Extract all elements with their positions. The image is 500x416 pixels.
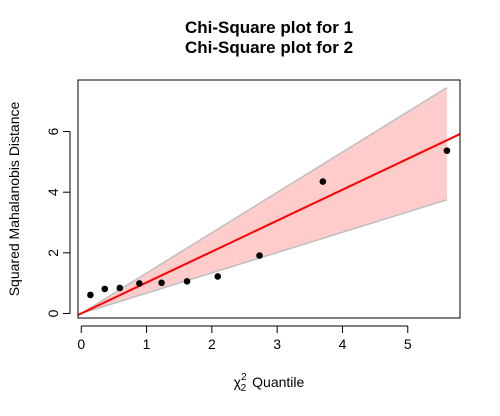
- chart-title-line-1: Chi-Square plot for 1: [185, 18, 353, 37]
- x-tick-label: 2: [208, 336, 216, 352]
- confidence-band-upper-edge: [80, 86, 448, 315]
- data-point: [158, 279, 165, 287]
- data-point: [256, 252, 263, 259]
- x-tick-label: 3: [273, 336, 281, 352]
- plot-frame: [77, 79, 461, 319]
- data-point: [319, 178, 327, 185]
- data-point: [183, 278, 191, 285]
- y-axis: 0 2 4 6: [45, 127, 71, 317]
- x-tick-label: 4: [339, 336, 347, 352]
- x-tick-label: 0: [77, 336, 85, 352]
- y-tick-label: 6: [45, 127, 61, 135]
- x-axis-label: χ2 2 Quantile: [234, 372, 305, 394]
- x-tick-label: 1: [143, 336, 151, 352]
- y-tick-label: 2: [45, 249, 61, 257]
- reference-line: [77, 133, 461, 316]
- x-axis: 0 1 2 3 4 5: [77, 325, 412, 352]
- chart-title-line-2: Chi-Square plot for 2: [185, 38, 353, 57]
- confidence-band-lower-edge: [81, 199, 448, 315]
- data-point: [214, 273, 222, 280]
- x-axis-label-superscript: 2: [241, 372, 247, 383]
- data-point: [101, 285, 109, 293]
- x-axis-label-text: Quantile: [252, 374, 304, 390]
- data-point: [136, 280, 143, 287]
- y-tick-label: 0: [45, 309, 61, 317]
- data-point: [87, 291, 94, 299]
- plot-area: [77, 86, 461, 316]
- data-point: [116, 284, 124, 292]
- y-axis-label: Squared Mahalanobis Distance: [6, 102, 22, 297]
- x-axis-label-subscript: 2: [241, 383, 247, 394]
- data-points: [87, 147, 451, 299]
- data-point: [443, 147, 451, 154]
- y-tick-label: 4: [45, 188, 61, 196]
- x-axis-label-symbol: χ: [234, 374, 242, 390]
- x-tick-label: 5: [404, 336, 412, 352]
